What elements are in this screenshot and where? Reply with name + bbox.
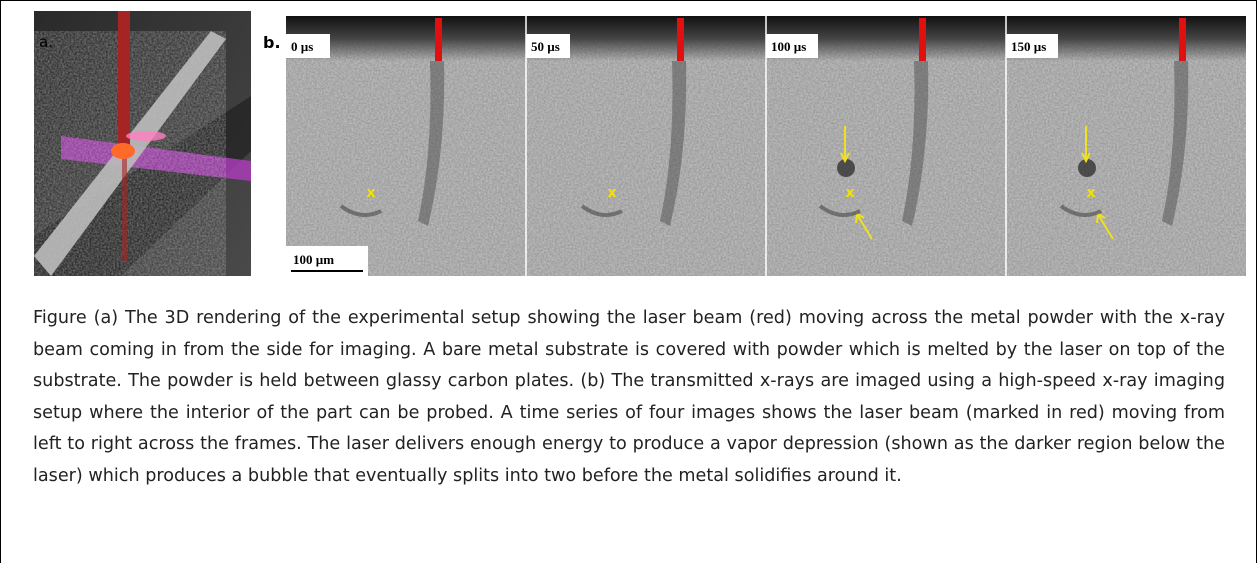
- caption: Figure (a) The 3D rendering of the exper…: [33, 308, 1225, 486]
- vapor-column: [418, 61, 445, 226]
- vapor-column: [660, 61, 687, 226]
- frame-label-box: [766, 34, 818, 58]
- x-marker: x: [1086, 185, 1095, 201]
- arrow: [1098, 215, 1114, 240]
- x-marker: x: [607, 185, 616, 201]
- vapor-column: [1162, 61, 1189, 226]
- arrow-head: [840, 152, 850, 164]
- laser-marker: [677, 18, 684, 61]
- arrow-head: [1081, 152, 1091, 164]
- trail: [818, 204, 861, 217]
- frame-label-box: [286, 34, 330, 58]
- frame-label: 150 µs: [1011, 39, 1046, 54]
- figure: a. b. x 0 µs x 50 µs x 100 µs x 150 µs 100 µm: [34, 11, 1246, 276]
- x-marker: x: [845, 185, 854, 201]
- arrow: [857, 215, 873, 240]
- frame-label: 100 µs: [771, 39, 806, 54]
- laser-marker: [435, 18, 442, 61]
- panel-b-label: b.: [263, 33, 281, 52]
- frame-label-box: [526, 34, 570, 58]
- trail: [339, 204, 382, 217]
- vapor-column: [902, 61, 929, 226]
- panel-a-label: a.: [39, 33, 53, 51]
- x-marker: x: [366, 185, 375, 201]
- panel-a-image: [34, 11, 251, 276]
- scale-bar-label: 100 µm: [293, 252, 334, 267]
- laser-marker: [1179, 18, 1186, 61]
- trail: [580, 204, 623, 217]
- laser-marker: [919, 18, 926, 61]
- bubble: [837, 159, 855, 177]
- frame-label: 50 µs: [531, 39, 560, 54]
- bubble: [1078, 159, 1096, 177]
- frame-label: 0 µs: [291, 39, 313, 54]
- frame-label-box: [1006, 34, 1058, 58]
- trail: [1059, 204, 1102, 217]
